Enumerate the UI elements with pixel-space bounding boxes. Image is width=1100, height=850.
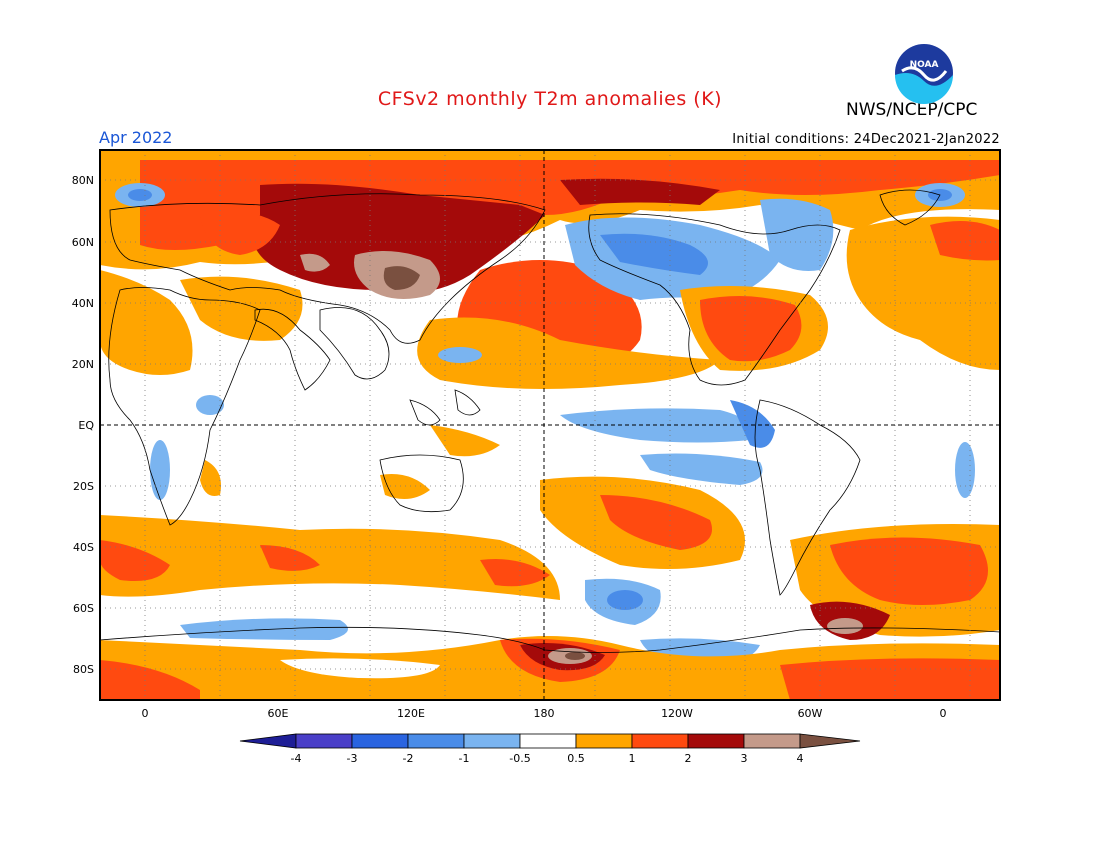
coastlines	[100, 189, 1000, 653]
lon-label: 0	[940, 707, 947, 720]
colorbar-swatch	[519, 733, 577, 749]
colorbar-swatch	[239, 733, 297, 749]
lon-axis: 0 60E 120E 180 120W 60W 0	[142, 707, 947, 720]
colorbar-swatch	[743, 733, 801, 749]
lat-label: 20N	[72, 358, 94, 371]
forecast-month: Apr 2022	[99, 128, 173, 147]
colorbar-label: 3	[740, 752, 748, 765]
colorbar-swatch	[463, 733, 521, 749]
colorbar-label: 4	[796, 752, 804, 765]
colorbar-swatch	[631, 733, 689, 749]
lat-axis: 80N 60N 40N 20N EQ 20S 40S 60S 80S	[72, 174, 95, 676]
colorbar	[239, 733, 861, 749]
lat-label: 40S	[73, 541, 94, 554]
lon-label: 60E	[268, 707, 289, 720]
lat-label: 80S	[73, 663, 94, 676]
lon-label: 0	[142, 707, 149, 720]
colorbar-swatch	[407, 733, 465, 749]
lon-label: 120W	[661, 707, 693, 720]
colorbar-swatch	[295, 733, 353, 749]
colorbar-label: -2	[402, 752, 414, 765]
colorbar-label: 1	[628, 752, 636, 765]
colorbar-label: -4	[290, 752, 302, 765]
lat-label: EQ	[78, 419, 94, 432]
lat-label: 20S	[73, 480, 94, 493]
colorbar-label: -0.5	[509, 752, 531, 765]
lon-label: 60W	[798, 707, 823, 720]
lat-label: 80N	[72, 174, 94, 187]
agency-label: NWS/NCEP/CPC	[846, 100, 978, 120]
colorbar-label: -3	[346, 752, 358, 765]
colorbar-swatch	[575, 733, 633, 749]
map-title: CFSv2 monthly T2m anomalies (K)	[377, 88, 723, 110]
colorbar-label: -1	[458, 752, 470, 765]
colorbar-swatch	[799, 733, 861, 749]
lon-label: 180	[534, 707, 555, 720]
lat-label: 60N	[72, 236, 94, 249]
colorbar-swatch	[351, 733, 409, 749]
map-frame	[99, 149, 1001, 701]
lat-label: 60S	[73, 602, 94, 615]
noaa-logo-text: NOAA	[910, 60, 939, 70]
noaa-logo-icon: NOAA	[893, 42, 955, 104]
colorbar-label: 0.5	[567, 752, 585, 765]
lon-label: 120E	[397, 707, 425, 720]
colorbar-label: 2	[684, 752, 692, 765]
initial-conditions: Initial conditions: 24Dec2021-2Jan2022	[732, 132, 1000, 147]
lat-label: 40N	[72, 297, 94, 310]
colorbar-swatch	[687, 733, 745, 749]
